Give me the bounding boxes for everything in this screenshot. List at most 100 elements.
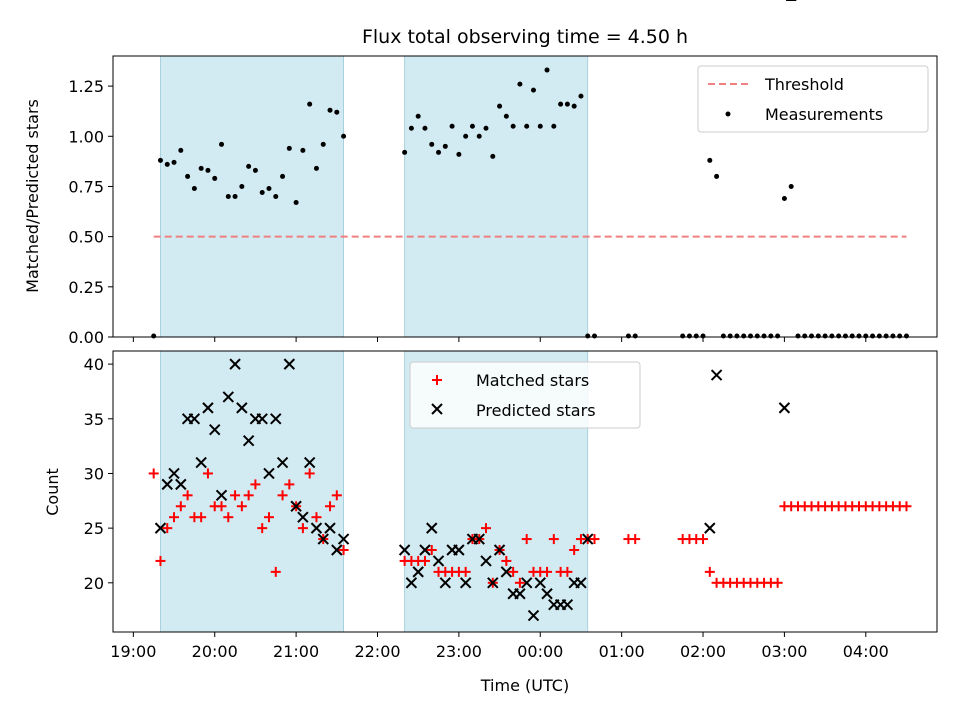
measurements-point [341,133,347,139]
measurements-point [734,333,740,339]
matched-stars-point [589,534,600,545]
predicted-stars-point [541,588,553,600]
predicted-stars-point [405,577,418,589]
measurements-point [259,189,265,195]
predicted-stars-point [290,500,302,512]
matched-stars-point [297,523,308,534]
matched-stars-point [325,501,336,512]
top-y-axis-label: Matched/Predicted stars [23,99,42,293]
measurements-point [422,125,428,131]
measurements-point [476,133,482,139]
matched-stars-point [175,501,186,512]
measurements-point [897,333,903,339]
measurements-point [429,141,435,147]
chart-title: Flux total observing time = 4.50 h [362,26,688,48]
bottom-y-axis-label: Count [43,468,62,516]
measurements-point [788,183,794,189]
matched-stars-point [562,566,573,577]
matched-stars-point [230,490,241,501]
measurements-point [408,125,414,131]
measurements-point [632,333,638,339]
matched-stars-point [521,534,532,545]
predicted-stars-point [459,577,472,589]
x-tick-label: 23:00 [436,642,482,661]
x-tick-label: 03:00 [761,642,807,661]
matched-stars-point [508,566,519,577]
matched-stars-point [169,512,180,523]
measurements-point [313,165,319,171]
legend-threshold-label: Threshold [764,75,844,94]
matched-stars-point [501,555,512,566]
matched-stars-point [772,577,783,588]
measurements-point [327,107,333,113]
matched-stars-point [243,490,254,501]
measurements-point [537,123,543,129]
x-tick-label: 02:00 [680,642,726,661]
measurements-point [802,333,808,339]
measurements-point [551,123,557,129]
matched-stars-point [162,523,173,534]
matched-stars-point [481,523,492,534]
measurements-point [849,333,855,339]
matched-stars-point [284,479,295,490]
predicted-stars-point [575,577,587,589]
predicted-stars-point [778,402,791,414]
predicted-stars-point [561,598,574,611]
matched-stars-point [698,534,709,545]
measurements-point [829,333,835,339]
predicted-stars-point [582,533,594,545]
measurements-point [239,183,245,189]
measurements-point [280,173,286,179]
measurements-point [544,67,550,73]
measurements-point [164,161,170,167]
measurements-point [686,333,692,339]
matched-stars-point [419,555,430,566]
measurements-point [490,153,496,159]
predicted-stars-point [222,391,234,403]
measurements-point [890,333,896,339]
shaded-interval-1 [160,55,344,338]
predicted-stars-point [527,609,540,622]
x-tick-label: 21:00 [273,642,319,661]
measurements-point [266,185,272,191]
predicted-stars-point [154,522,167,534]
predicted-stars-point [242,434,255,447]
measurements-point [225,194,231,199]
measurements-point [402,149,408,155]
matched-stars-point [196,512,207,523]
measurements-point [510,123,516,129]
y-tick-label: 35 [84,410,104,429]
predicted-stars-point [324,522,336,534]
predicted-stars-point [331,544,343,556]
bottom-legend: Matched stars Predicted stars [409,361,641,429]
measurements-point [171,159,177,165]
measurements-point [571,103,577,109]
measurements-point [741,333,747,339]
legend-predicted-label: Predicted stars [476,401,596,420]
matched-stars-point [250,479,261,490]
predicted-stars-point [263,467,275,480]
measurements-point [775,333,781,339]
measurements-point [876,333,882,339]
measurements-point [592,333,598,339]
predicted-stars-point [487,577,499,589]
measurements-point [693,333,699,339]
measurements-point [707,157,713,163]
x-tick-label: 00:00 [517,642,563,661]
measurements-point [185,173,191,179]
predicted-stars-point [426,522,438,534]
predicted-stars-point [439,577,452,589]
y-tick-label: 0.75 [68,177,104,196]
measurements-point [334,109,340,115]
measurements-point [795,333,801,339]
x-tick-label: 19:00 [110,642,156,661]
predicted-stars-point [412,566,424,578]
matched-stars-point [148,468,159,479]
measurements-point [205,167,211,173]
measurements-point [415,113,421,119]
predicted-stars-point [168,467,180,480]
measurements-point [578,93,584,99]
measurements-point [870,333,876,339]
top-legend: Threshold Measurements [697,65,929,133]
matched-stars-point [304,468,315,479]
